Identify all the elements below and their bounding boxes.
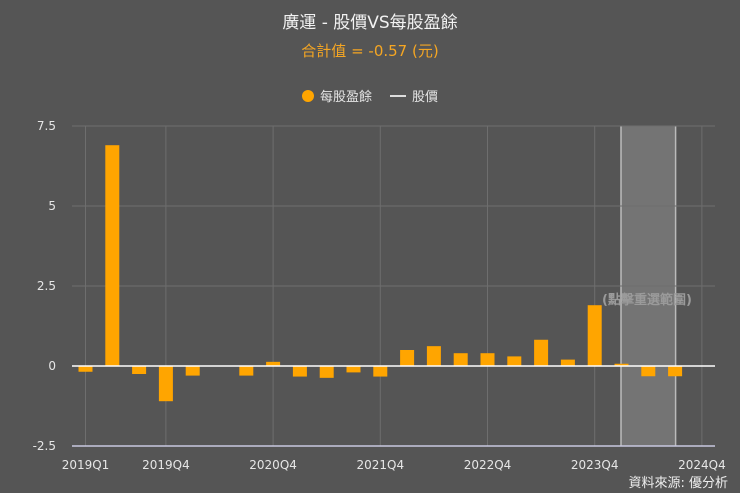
legend-label: 每股盈餘 (319, 90, 372, 105)
eps-bar[interactable] (266, 361, 281, 366)
eps-bar[interactable] (319, 366, 334, 378)
y-tick-label: 7.5 (37, 119, 56, 133)
eps-bar[interactable] (239, 366, 254, 376)
eps-bar[interactable] (480, 353, 495, 366)
y-tick-label: 0 (48, 359, 56, 373)
y-tick-label: 5 (48, 199, 56, 213)
eps-bar[interactable] (132, 366, 147, 374)
legend-item-price[interactable]: 股價 (390, 86, 438, 105)
x-tick-label: 2021Q4 (356, 458, 404, 472)
eps-bar[interactable] (346, 366, 361, 373)
legend-item-eps[interactable]: 每股盈餘 (301, 86, 372, 105)
chart-subtitle: 合計值 = -0.57 (元) (301, 42, 439, 60)
source-note: 資料來源: 優分析 (628, 476, 728, 491)
eps-bar[interactable] (614, 363, 629, 366)
eps-bar[interactable] (668, 366, 683, 377)
eps-bar[interactable] (534, 339, 549, 366)
x-tick-label: 2024Q4 (678, 458, 726, 472)
eps-bar[interactable] (507, 356, 522, 366)
eps-bar[interactable] (185, 366, 200, 376)
y-tick-label: 2.5 (37, 279, 56, 293)
eps-bar[interactable] (453, 353, 468, 366)
selection-hint[interactable]: (點擊重選範圍) (602, 292, 692, 308)
eps-bar[interactable] (373, 366, 388, 377)
line-icon (390, 94, 406, 97)
y-tick-label: -2.5 (33, 439, 56, 453)
circle-icon (301, 89, 314, 102)
legend-label: 股價 (412, 90, 439, 105)
legend: 每股盈餘 股價 (0, 86, 740, 105)
eps-bar[interactable] (641, 366, 656, 377)
eps-bar[interactable] (292, 366, 307, 377)
x-tick-label: 2022Q4 (464, 458, 512, 472)
x-tick-label: 2023Q4 (571, 458, 619, 472)
eps-bar[interactable] (105, 145, 120, 366)
eps-bar[interactable] (587, 305, 602, 366)
x-tick-label: 2019Q1 (62, 458, 110, 472)
x-tick-label: 2019Q4 (142, 458, 190, 472)
eps-bar[interactable] (158, 366, 173, 402)
eps-bar[interactable] (426, 346, 441, 366)
x-tick-label: 2020Q4 (249, 458, 297, 472)
eps-bar[interactable] (78, 366, 93, 372)
eps-bar[interactable] (560, 359, 575, 366)
chart-title: 廣運 - 股價VS每股盈餘 (282, 13, 458, 33)
eps-bar[interactable] (400, 350, 415, 366)
